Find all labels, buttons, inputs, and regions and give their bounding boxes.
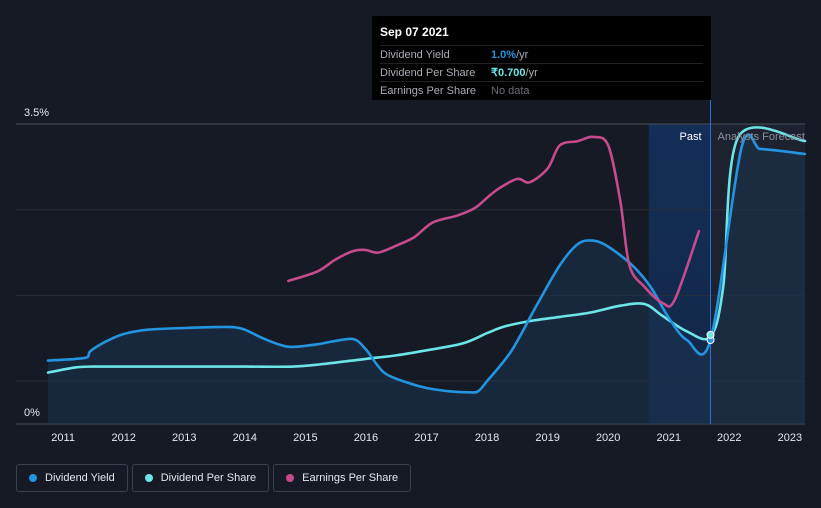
tooltip-value: No data: [491, 85, 530, 97]
x-tick-label: 2017: [414, 432, 438, 444]
dividend-yield-area: [48, 134, 805, 424]
dividend-per-share-dot-icon: [144, 474, 153, 482]
x-tick-label: 2018: [475, 432, 499, 444]
tooltip-unit: /yr: [525, 67, 538, 79]
hover-tooltip: Sep 07 2021 Dividend Yield 1.0% /yr Divi…: [372, 16, 711, 100]
y-axis-top-label: 3.5%: [24, 107, 49, 119]
tooltip-row-earnings-per-share: Earnings Per Share No data: [380, 81, 703, 99]
x-tick-label: 2020: [596, 432, 620, 444]
legend: Dividend Yield Dividend Per Share Earnin…: [16, 464, 412, 492]
forecast-label: Analysts Forecasts: [718, 131, 811, 143]
x-tick-label: 2014: [233, 432, 257, 444]
x-tick-label: 2016: [354, 432, 378, 444]
tooltip-unit: /yr: [516, 49, 529, 61]
dividend-yield-line: [46, 133, 807, 394]
legend-label: Dividend Per Share: [160, 472, 257, 484]
x-tick-label: 2012: [111, 432, 135, 444]
earnings-per-share-dot-icon: [286, 474, 295, 482]
past-label: Past: [680, 131, 702, 143]
x-tick-label: 2022: [717, 432, 741, 444]
legend-label: Earnings Per Share: [302, 472, 399, 484]
legend-item-earnings-per-share[interactable]: Earnings Per Share: [273, 464, 412, 492]
tooltip-row-dividend-yield: Dividend Yield 1.0% /yr: [380, 45, 703, 63]
x-tick-label: 2021: [656, 432, 680, 444]
x-tick-label: 2013: [172, 432, 196, 444]
dividend-yield-dot-icon: [29, 474, 37, 482]
tooltip-label: Dividend Yield: [380, 49, 450, 61]
dividend-per-share-line: [46, 126, 807, 374]
tooltip-date: Sep 07 2021: [380, 25, 449, 39]
dividend-per-share-marker: [706, 330, 715, 339]
tooltip-label: Dividend Per Share: [380, 67, 476, 79]
tooltip-value: ₹0.700: [491, 67, 526, 79]
x-tick-label: 2015: [293, 432, 317, 444]
x-tick-label: 2019: [535, 432, 559, 444]
tooltip-value: 1.0%: [491, 49, 517, 61]
y-axis-bottom-label: 0%: [24, 407, 40, 419]
earnings-per-share-line: [287, 135, 701, 308]
tooltip-row-dividend-per-share: Dividend Per Share ₹0.700 /yr: [380, 63, 703, 81]
x-tick-label: 2011: [51, 432, 75, 444]
legend-item-dividend-yield[interactable]: Dividend Yield: [16, 464, 128, 492]
legend-label: Dividend Yield: [45, 472, 115, 484]
legend-item-dividend-per-share[interactable]: Dividend Per Share: [131, 464, 270, 492]
x-tick-label: 2023: [778, 432, 802, 444]
tooltip-label: Earnings Per Share: [380, 85, 476, 97]
